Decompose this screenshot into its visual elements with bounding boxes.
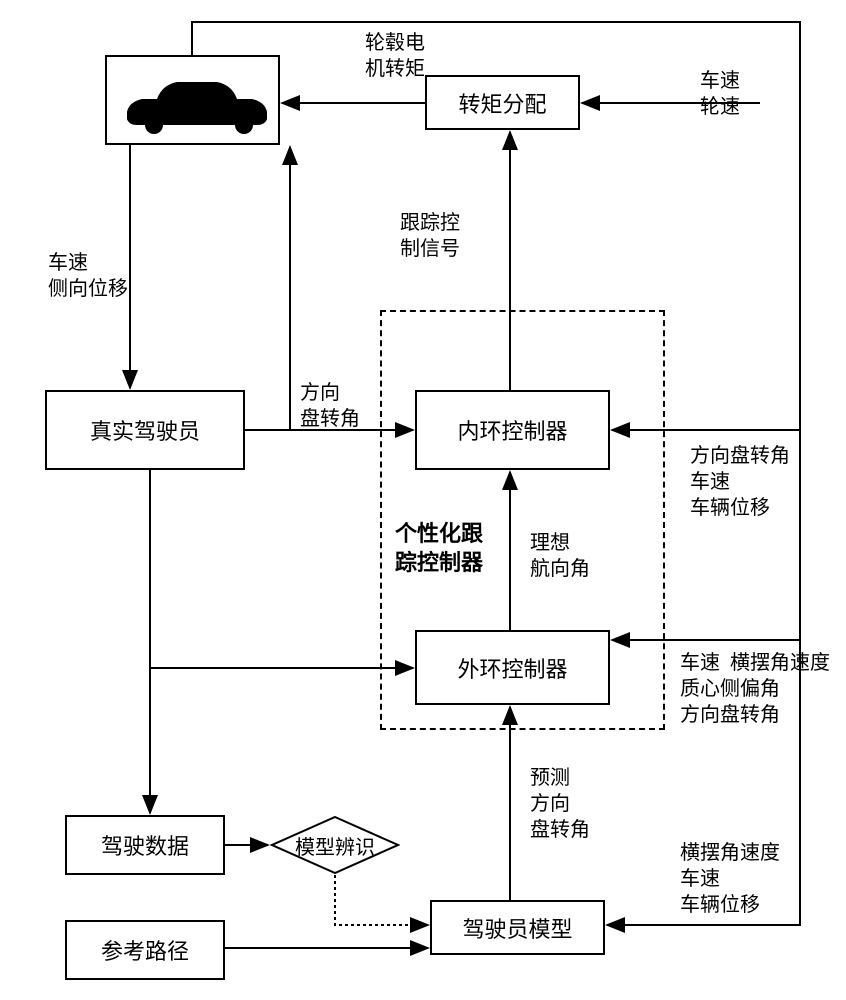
yaw-speed-disp-label: 横摆角速度 车速 车辆位移 — [680, 840, 780, 918]
inner-ctrl-label: 内环控制器 — [457, 414, 567, 446]
speed-wheel-speed-label: 车速 轮速 — [700, 68, 740, 120]
driving-data-box: 驾驶数据 — [65, 815, 225, 875]
outer-ctrl-box: 外环控制器 — [415, 630, 610, 705]
real-driver-label: 真实驾驶员 — [90, 414, 200, 446]
model-ident-diamond: 模型辨识 — [270, 815, 400, 875]
outer-ctrl-label: 外环控制器 — [457, 652, 567, 684]
speed-yaw-label: 车速 横摆角速度 质心侧偏角 方向盘转角 — [680, 650, 830, 728]
car-box — [105, 55, 280, 145]
driver-model-label: 驾驶员模型 — [462, 912, 572, 944]
torque-dist-box: 转矩分配 — [425, 75, 580, 130]
tracking-signal-label: 跟踪控 制信号 — [400, 210, 460, 262]
car-icon — [107, 57, 282, 147]
steering-speed-disp-label: 方向盘转角 车速 车辆位移 — [690, 443, 790, 521]
torque-dist-label: 转矩分配 — [458, 87, 546, 119]
ideal-heading-label: 理想 航向角 — [530, 530, 590, 582]
predict-steering-label: 预测 方向 盘转角 — [530, 765, 590, 843]
personalized-tracking-label: 个性化跟 踪控制器 — [395, 520, 483, 577]
inner-ctrl-box: 内环控制器 — [415, 390, 610, 470]
ref-path-box: 参考路径 — [65, 920, 225, 980]
real-driver-box: 真实驾驶员 — [45, 390, 245, 470]
model-ident-label: 模型辨识 — [295, 831, 375, 860]
driving-data-label: 驾驶数据 — [101, 829, 189, 861]
hub-motor-torque-label: 轮毂电 机转矩 — [365, 30, 425, 82]
driver-model-box: 驾驶员模型 — [430, 900, 605, 955]
steering-angle-label: 方向 盘转角 — [300, 380, 360, 432]
ref-path-label: 参考路径 — [101, 934, 189, 966]
speed-lateral-disp-label: 车速 侧向位移 — [48, 250, 128, 302]
